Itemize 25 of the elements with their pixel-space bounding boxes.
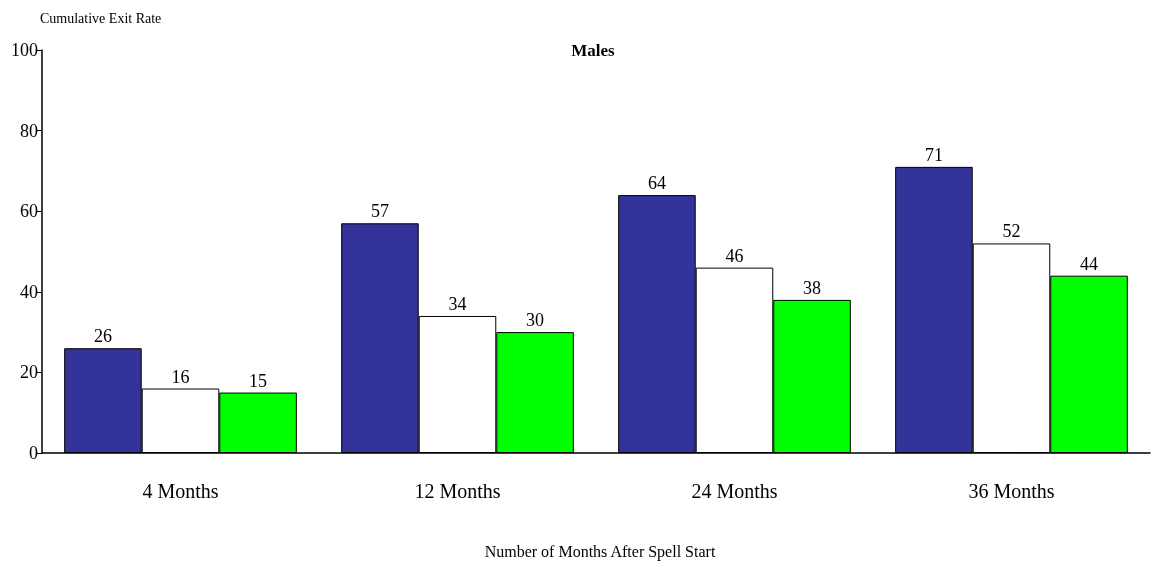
y-tick-label: 0 xyxy=(29,443,38,463)
data-label: 15 xyxy=(249,370,268,391)
data-label: 34 xyxy=(448,293,467,314)
data-label: 71 xyxy=(924,144,943,165)
x-tick-label: 12 Months xyxy=(414,480,501,502)
y-tick-label: 20 xyxy=(20,362,38,383)
y-tick-label: 100 xyxy=(11,40,38,60)
chart-title: Males xyxy=(571,41,616,60)
data-label: 38 xyxy=(803,277,822,298)
data-label: 64 xyxy=(647,173,666,194)
data-label: 44 xyxy=(1080,253,1099,274)
y-tick-label: 80 xyxy=(20,120,38,141)
x-axis-title: Number of Months After Spell Start xyxy=(484,542,716,561)
x-tick-label: 36 Months xyxy=(968,480,1055,502)
y-axis-title: Cumulative Exit Rate xyxy=(40,10,162,26)
data-label: 16 xyxy=(171,366,190,387)
data-label: 46 xyxy=(725,245,744,266)
data-label: 26 xyxy=(93,326,112,347)
y-tick-label: 60 xyxy=(20,201,38,222)
y-tick-label: 40 xyxy=(20,281,38,302)
x-tick-label: 24 Months xyxy=(691,480,778,502)
data-label: 52 xyxy=(1002,221,1021,242)
data-label: 57 xyxy=(370,201,389,222)
data-label: 30 xyxy=(526,310,545,331)
x-tick-label: 4 Months xyxy=(142,480,219,502)
